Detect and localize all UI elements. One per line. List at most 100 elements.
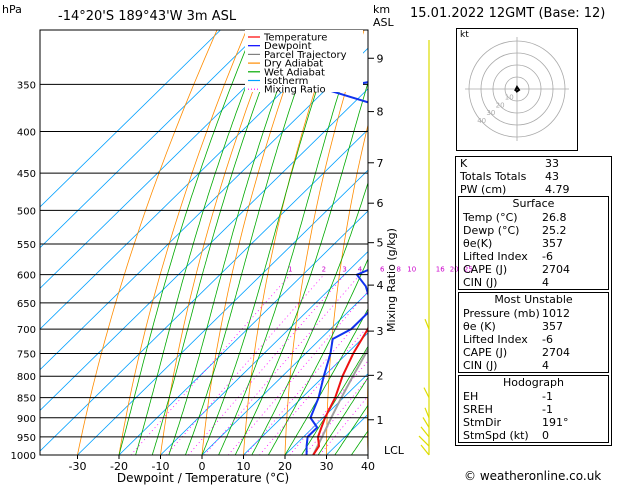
- table-row: Lifted Index -6: [459, 333, 608, 346]
- legend-item-label: Parcel Trajectory: [264, 50, 347, 61]
- pressure-tick-label: 900: [17, 414, 36, 425]
- row-value: 25.2: [542, 224, 567, 237]
- pressure-tick-label: 450: [17, 169, 36, 180]
- row-value: -6: [542, 250, 553, 263]
- height-tick-label: 5: [377, 237, 384, 250]
- mixing-ratio-line: [227, 290, 368, 455]
- table-row: Totals Totals 43: [456, 170, 611, 183]
- hodograph-ring-label: 10: [505, 94, 514, 102]
- mixing-ratio-line: [204, 274, 361, 455]
- row-label: CIN (J): [463, 359, 498, 372]
- dry-adiabat-line: [621, 30, 629, 455]
- dewpoint-line: [305, 81, 368, 455]
- temperature-tick-label: 10: [237, 460, 251, 473]
- dry-adiabat-line: [366, 364, 368, 455]
- hodograph-section: Hodograph EH -1 SREH -1 StmDir 191° StmSpd (kt…: [458, 375, 609, 443]
- table-row: StmDir 191°: [459, 416, 608, 429]
- hodograph-unit: kt: [460, 30, 469, 40]
- wind-barb: [420, 444, 430, 456]
- pressure-tick-label: 550: [17, 240, 36, 251]
- mixing-ratio-label: 10: [407, 266, 416, 274]
- row-value: 4: [542, 359, 549, 372]
- row-value: 26.8: [542, 211, 567, 224]
- row-value: -1: [542, 390, 553, 403]
- pressure-tick-label: 800: [17, 372, 36, 383]
- isotherm-line: [40, 30, 263, 249]
- row-value: 357: [542, 320, 563, 333]
- legend-item-label: Temperature: [263, 33, 327, 44]
- table-row: Dewp (°C) 25.2: [459, 224, 608, 237]
- table-row: θe(K) 357: [459, 237, 608, 250]
- mixing-ratio-label: 16: [436, 266, 445, 274]
- legend-item-label: Isotherm: [264, 76, 308, 87]
- row-label: StmSpd (kt): [463, 429, 529, 442]
- row-label: Lifted Index: [463, 333, 528, 346]
- hodograph-trace: [514, 85, 521, 93]
- wet-adiabat-line: [334, 404, 368, 455]
- most-unstable-title: Most Unstable: [494, 293, 573, 306]
- mixing-ratio-label: 6: [380, 266, 385, 274]
- mixing-ratio-label: 25: [464, 266, 473, 274]
- wind-barb: [422, 417, 430, 428]
- mixing-ratio-label: 3: [342, 266, 346, 274]
- pressure-tick-label: 650: [17, 299, 36, 310]
- isotherm-line: [160, 251, 368, 455]
- lcl-label: LCL: [384, 444, 405, 457]
- row-label: StmDir: [463, 416, 502, 429]
- row-label: SREH: [463, 403, 493, 416]
- hodograph-panel: kt 10 20 30 40: [456, 28, 578, 151]
- isotherm-line: [284, 373, 368, 455]
- isotherm-line: [40, 30, 346, 330]
- hodograph-title: Hodograph: [503, 376, 564, 389]
- mixing-ratio-line: [130, 274, 291, 455]
- table-row: SREH -1: [459, 403, 608, 416]
- isotherm-line: [243, 332, 368, 455]
- row-value: 0: [542, 429, 549, 442]
- x-axis-label: Dewpoint / Temperature (°C): [117, 471, 289, 485]
- row-label: Lifted Index: [463, 250, 528, 263]
- location-label: -14°20'S 189°43'W 3m ASL: [58, 9, 237, 24]
- row-value: 2704: [542, 263, 570, 276]
- height-tick-label: 7: [377, 157, 384, 170]
- pressure-tick-label: 700: [17, 325, 36, 336]
- wind-barb: [418, 435, 430, 447]
- credit-label: © weatheronline.co.uk: [464, 469, 602, 483]
- table-row: θe (K) 357: [459, 320, 608, 333]
- table-row: CIN (J) 4: [459, 276, 608, 289]
- table-row: StmSpd (kt) 0: [459, 429, 608, 442]
- row-label: CIN (J): [463, 276, 498, 289]
- most-unstable-section: Most Unstable Pressure (mb) 1012 θe (K) 357…: [458, 292, 609, 373]
- legend-item-label: Wet Adiabat: [264, 67, 325, 78]
- height-tick-label: 6: [377, 197, 384, 210]
- height-tick-label: 3: [377, 325, 384, 338]
- row-value: 43: [545, 170, 559, 183]
- row-value: 191°: [542, 416, 569, 429]
- mixing-ratio-label: 20: [450, 266, 459, 274]
- height-unit-label: km: [373, 3, 390, 16]
- isotherm-line: [77, 169, 368, 455]
- row-label: CAPE (J): [463, 263, 508, 276]
- pressure-tick-label: 500: [17, 206, 36, 217]
- row-value: -1: [542, 403, 553, 416]
- mixing-ratio-label: 4: [358, 266, 363, 274]
- temperature-tick-label: 20: [278, 460, 292, 473]
- wind-barb: [423, 387, 430, 398]
- temperature-tick-label: 0: [199, 460, 206, 473]
- row-label: Temp (°C): [463, 211, 518, 224]
- parcel-trajectory-line: [312, 346, 368, 455]
- pressure-tick-label: 950: [17, 433, 36, 444]
- wet-adiabat-line: [284, 308, 368, 455]
- isotherm-line: [40, 30, 221, 208]
- isotherm-line: [40, 128, 368, 452]
- temperature-tick-label: 40: [361, 460, 375, 473]
- pressure-unit-label: hPa: [2, 3, 22, 16]
- surface-title: Surface: [512, 197, 555, 210]
- mixing-ratio-label: 1: [288, 266, 292, 274]
- row-label: Pressure (mb): [463, 307, 540, 320]
- row-value: 1012: [542, 307, 570, 320]
- wind-barb: [424, 318, 430, 330]
- mixing-ratio-label: 8: [396, 266, 400, 274]
- pressure-tick-label: 750: [17, 349, 36, 360]
- isotherm-line: [40, 30, 304, 289]
